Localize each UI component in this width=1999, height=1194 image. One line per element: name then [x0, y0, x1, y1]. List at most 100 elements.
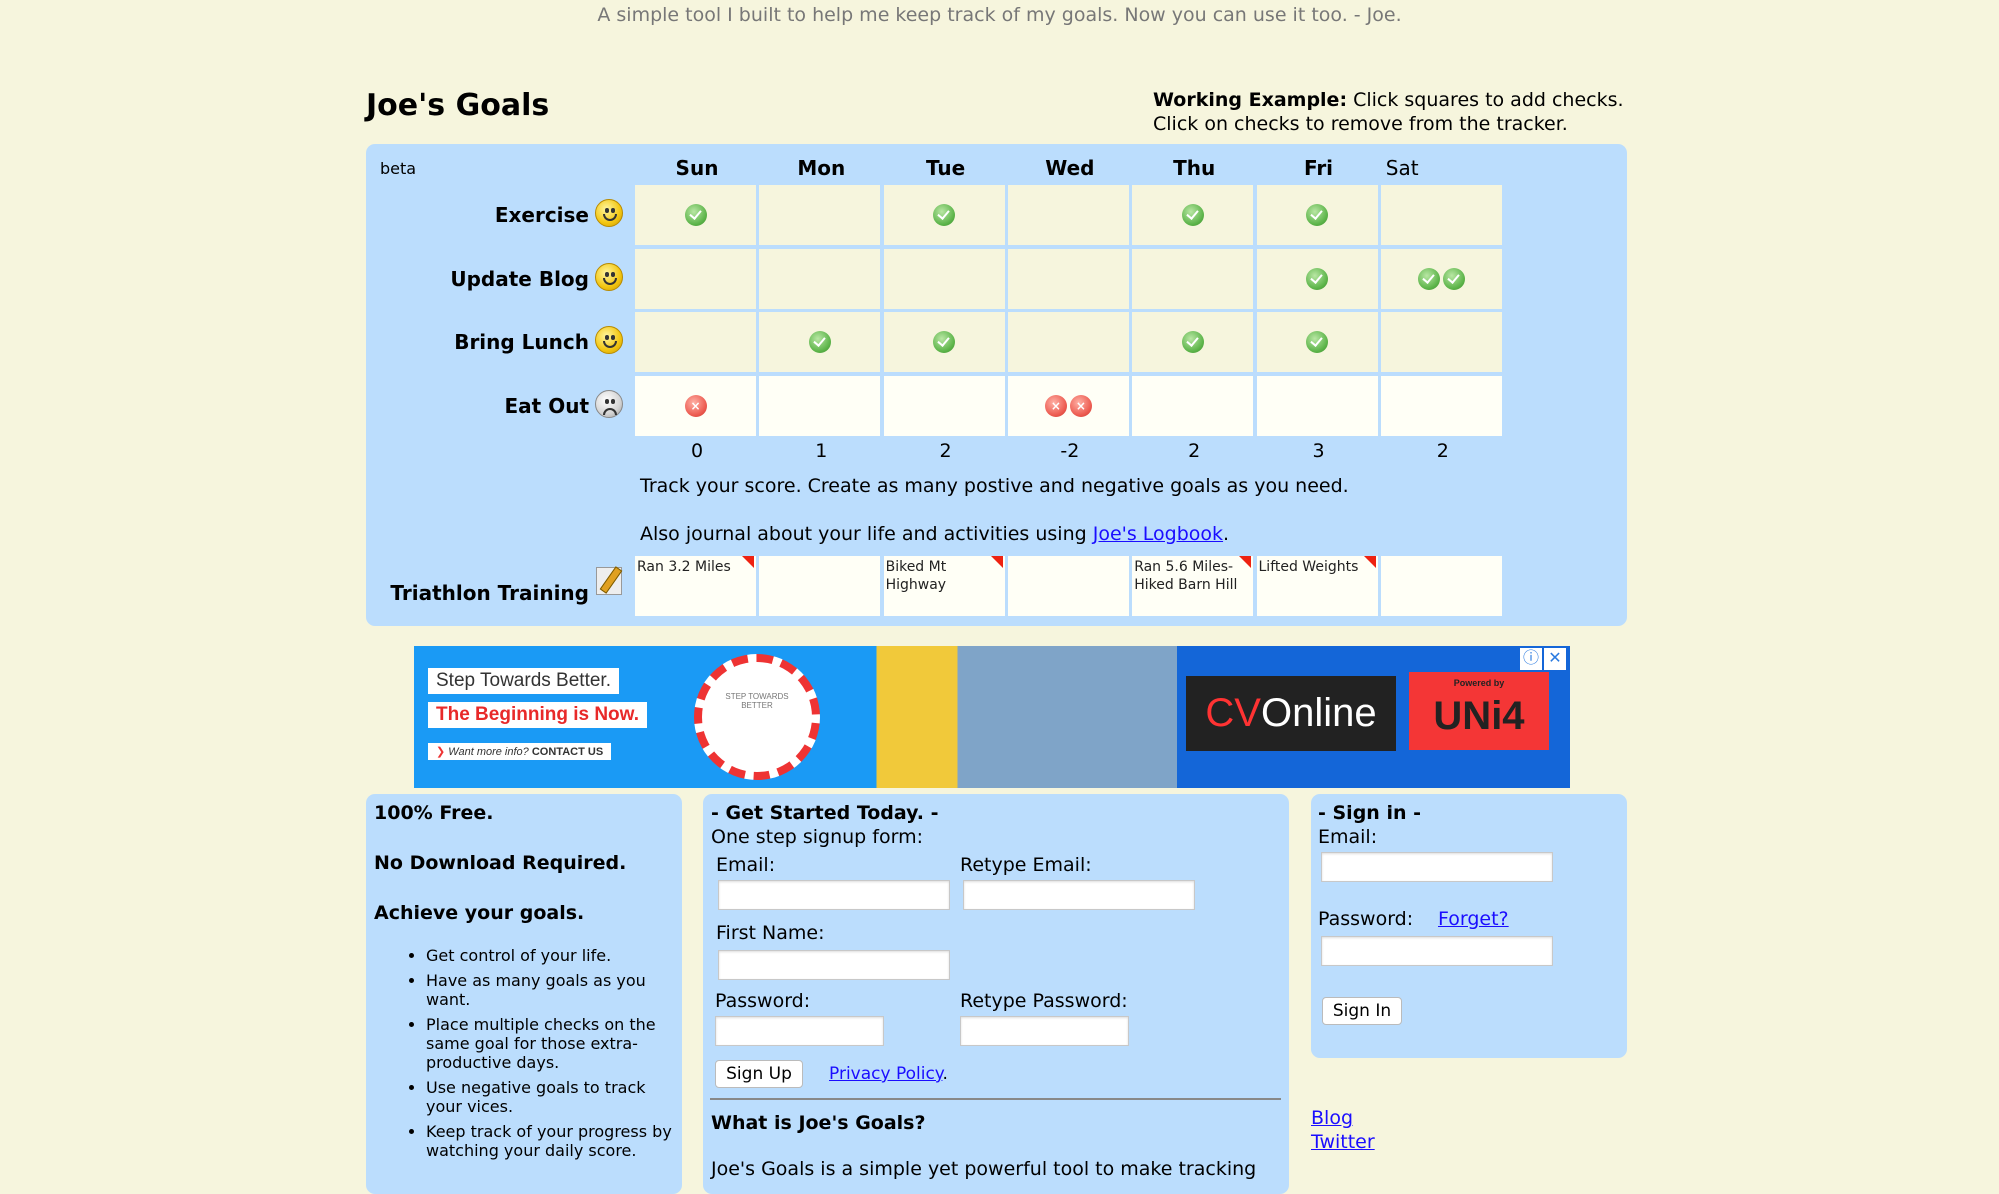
goal-cell[interactable]	[1132, 185, 1254, 245]
journal-goal-label[interactable]: Triathlon Training	[390, 581, 589, 605]
check-icon[interactable]	[1442, 267, 1465, 290]
x-mark-icon[interactable]: ×	[1044, 394, 1067, 417]
goal-cell[interactable]	[759, 185, 881, 245]
goal-cell[interactable]	[759, 375, 881, 436]
x-mark-icon[interactable]: ×	[684, 394, 707, 417]
goal-cell[interactable]	[883, 248, 1005, 309]
goal-cell[interactable]	[635, 185, 756, 245]
journal-cell[interactable]: Biked Mt Highway	[883, 556, 1005, 616]
goal-cell[interactable]	[759, 248, 881, 309]
day-score: 3	[1312, 440, 1325, 462]
journal-cell[interactable]: Lifted Weights	[1256, 556, 1378, 616]
goal-cell[interactable]: ×	[635, 375, 756, 436]
goal-cell[interactable]	[759, 312, 881, 372]
check-icon[interactable]	[1181, 331, 1204, 353]
happy-face-icon	[595, 199, 623, 227]
goal-cell[interactable]	[883, 312, 1005, 372]
journal-text: Also journal about your life and activit…	[640, 523, 1229, 545]
ad-contact[interactable]: ❯ Want more info? CONTACT US	[428, 743, 612, 760]
goal-cell[interactable]	[1380, 185, 1502, 245]
goal-cell[interactable]	[1256, 185, 1378, 245]
ad-contact-us: CONTACT US	[531, 746, 604, 758]
example-line2: Click on checks to remove from the track…	[1153, 113, 1568, 135]
journal-cell[interactable]	[759, 556, 881, 616]
check-icon[interactable]	[1306, 204, 1328, 226]
goal-cell[interactable]	[1132, 312, 1254, 372]
forget-password-link[interactable]: Forget?	[1438, 908, 1509, 930]
no-download-heading: No Download Required.	[374, 852, 627, 874]
goal-cell[interactable]	[1132, 375, 1254, 436]
sad-face-icon	[595, 389, 623, 418]
check-icon[interactable]	[1181, 204, 1204, 226]
journal-cell[interactable]	[1380, 556, 1502, 616]
x-mark-icon[interactable]: ×	[1069, 394, 1092, 417]
goal-cell[interactable]	[635, 248, 756, 309]
sign-up-button[interactable]: Sign Up	[715, 1060, 803, 1088]
signup-retype-email-input[interactable]	[963, 880, 1195, 910]
privacy-policy-link[interactable]: Privacy Policy	[829, 1064, 943, 1084]
journal-note: Biked Mt Highway	[885, 559, 947, 593]
goal-cell[interactable]: × ×	[1007, 375, 1129, 436]
signup-retype-password-input[interactable]	[960, 1016, 1129, 1046]
ad-badge: STEP TOWARDS BETTER	[694, 654, 820, 780]
goal-cell[interactable]	[1380, 375, 1502, 436]
privacy-policy-line: Privacy Policy.	[829, 1064, 948, 1084]
journal-cell[interactable]	[1007, 556, 1129, 616]
day-header-sun: Sun	[675, 156, 719, 180]
signin-email-input[interactable]	[1321, 852, 1553, 882]
free-heading: 100% Free.	[374, 802, 494, 824]
logbook-link[interactable]: Joe's Logbook	[1092, 523, 1224, 545]
goal-cell[interactable]	[1007, 312, 1129, 372]
features-panel: 100% Free. No Download Required. Achieve…	[366, 794, 682, 1194]
page-title: Joe's Goals	[366, 88, 550, 123]
goal-tracker: beta Sun Mon Tue Wed Thu Fri Sat Exercise Update…	[366, 144, 1627, 626]
check-icon[interactable]	[1417, 267, 1440, 290]
goal-cell[interactable]	[1380, 312, 1502, 372]
check-icon[interactable]	[933, 204, 956, 226]
goal-label[interactable]: Exercise	[494, 203, 589, 227]
goal-label[interactable]: Bring Lunch	[454, 330, 589, 354]
journal-cell[interactable]: Ran 3.2 Miles	[635, 556, 756, 616]
goal-cell[interactable]	[883, 375, 1005, 436]
day-header-fri: Fri	[1303, 156, 1334, 180]
signin-heading: - Sign in -	[1318, 802, 1421, 824]
ad-more-info: Want more info?	[448, 746, 529, 758]
goal-cell[interactable]	[635, 312, 756, 372]
goal-cell[interactable]	[1256, 312, 1378, 372]
goal-label[interactable]: Update Blog	[450, 266, 589, 291]
goal-cell[interactable]	[883, 185, 1005, 245]
journal-suffix: .	[1223, 523, 1230, 545]
check-icon[interactable]	[933, 331, 956, 353]
check-icon[interactable]	[684, 204, 707, 226]
goal-cell[interactable]	[1256, 375, 1378, 436]
check-icon[interactable]	[1306, 267, 1328, 290]
ad-logo-cv: CV	[1205, 691, 1261, 735]
goal-cell[interactable]	[1256, 248, 1378, 309]
goal-label[interactable]: Eat Out	[504, 393, 589, 418]
ad-info-icon[interactable]: ⓘ	[1520, 648, 1542, 670]
day-header-mon: Mon	[797, 156, 846, 180]
password-label: Password:	[715, 990, 811, 1012]
journal-cell[interactable]: Ran 5.6 Miles- Hiked Barn Hill	[1132, 556, 1254, 616]
sign-in-button[interactable]: Sign In	[1322, 997, 1402, 1025]
signup-subheading: One step signup form:	[711, 826, 923, 848]
ad-banner[interactable]: Step Towards Better. The Beginning is No…	[414, 646, 1570, 788]
signin-password-input[interactable]	[1321, 936, 1553, 966]
goal-cell[interactable]	[1132, 248, 1254, 309]
blog-link[interactable]: Blog	[1311, 1107, 1353, 1129]
twitter-link[interactable]: Twitter	[1311, 1131, 1375, 1153]
ad-logo-online: Online	[1260, 691, 1377, 735]
signup-email-input[interactable]	[718, 880, 950, 910]
signup-password-input[interactable]	[715, 1016, 884, 1046]
day-score: 2	[1436, 440, 1449, 462]
ad-close-icon[interactable]: ✕	[1544, 648, 1566, 670]
check-icon[interactable]	[1306, 331, 1328, 353]
goal-cell[interactable]	[1380, 248, 1502, 309]
goal-cell[interactable]	[1007, 248, 1129, 309]
check-icon[interactable]	[808, 331, 831, 353]
goal-cell[interactable]	[1007, 185, 1129, 245]
tagline: A simple tool I built to help me keep tr…	[597, 4, 1402, 26]
first-name-input[interactable]	[718, 950, 950, 980]
what-is-heading: What is Joe's Goals?	[711, 1112, 926, 1134]
day-score: -2	[1060, 440, 1080, 462]
